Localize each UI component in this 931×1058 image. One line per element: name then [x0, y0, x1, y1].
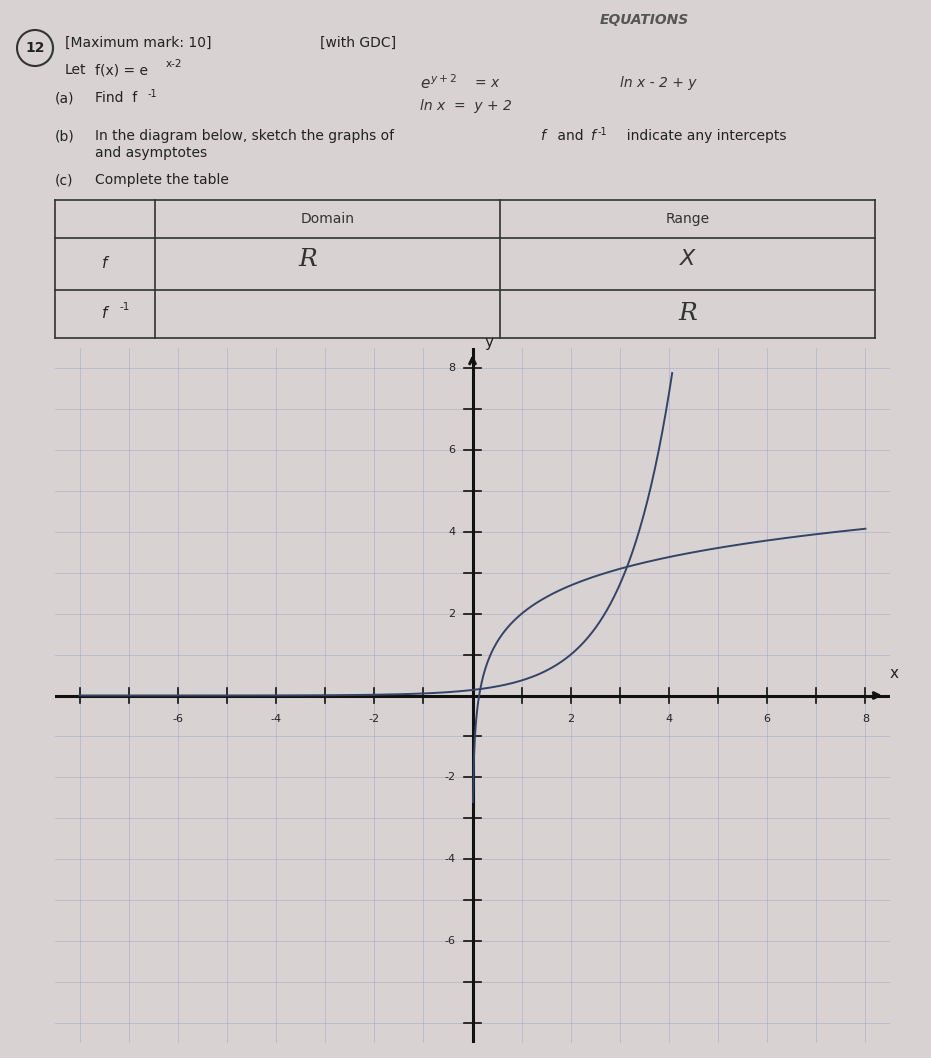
Text: In the diagram below, sketch the graphs of: In the diagram below, sketch the graphs … [95, 129, 394, 143]
Text: [with GDC]: [with GDC] [320, 36, 396, 50]
Text: R: R [298, 248, 317, 271]
Text: -2: -2 [369, 714, 380, 724]
Text: y: y [485, 335, 493, 350]
Text: 4: 4 [448, 527, 455, 537]
Text: -6: -6 [444, 935, 455, 946]
Text: (b): (b) [55, 129, 74, 143]
Text: Find  f: Find f [95, 91, 137, 105]
Text: and asymptotes: and asymptotes [95, 146, 207, 160]
Text: f: f [590, 129, 595, 143]
Text: R: R [678, 303, 697, 326]
Text: 2: 2 [567, 714, 574, 724]
Text: and: and [553, 129, 588, 143]
Text: = x: = x [475, 76, 499, 90]
Text: 6: 6 [763, 714, 771, 724]
Text: 8: 8 [862, 714, 869, 724]
Text: f: f [540, 129, 545, 143]
Text: $e^{y+2}$: $e^{y+2}$ [420, 74, 457, 92]
Text: 6: 6 [449, 445, 455, 455]
Text: Domain: Domain [301, 212, 355, 226]
Text: -6: -6 [172, 714, 183, 724]
Text: -1: -1 [120, 302, 130, 312]
Text: -1: -1 [598, 127, 608, 136]
Text: f: f [102, 307, 108, 322]
Circle shape [17, 30, 53, 66]
Text: (a): (a) [55, 91, 74, 105]
Text: 2: 2 [448, 608, 455, 619]
Text: indicate any intercepts: indicate any intercepts [618, 129, 787, 143]
Text: (c): (c) [55, 174, 74, 187]
Text: Complete the table: Complete the table [95, 174, 229, 187]
Text: Let: Let [65, 63, 87, 77]
Text: x: x [890, 667, 899, 681]
Text: 12: 12 [25, 41, 45, 55]
Text: -4: -4 [444, 854, 455, 864]
Text: -4: -4 [271, 714, 281, 724]
Text: -2: -2 [444, 772, 455, 782]
Text: -1: -1 [148, 89, 157, 99]
Text: Range: Range [666, 212, 709, 226]
Text: 8: 8 [448, 364, 455, 373]
Text: ln x  =  y + 2: ln x = y + 2 [420, 99, 512, 113]
Text: f(x) = e: f(x) = e [95, 63, 148, 77]
Text: ln x - 2 + y: ln x - 2 + y [620, 76, 696, 90]
Text: x-2: x-2 [166, 59, 182, 69]
Text: 4: 4 [666, 714, 672, 724]
Text: EQUATIONS: EQUATIONS [600, 13, 689, 28]
Text: [Maximum mark: 10]: [Maximum mark: 10] [65, 36, 211, 50]
Text: X: X [680, 249, 695, 269]
Text: f: f [102, 256, 108, 272]
